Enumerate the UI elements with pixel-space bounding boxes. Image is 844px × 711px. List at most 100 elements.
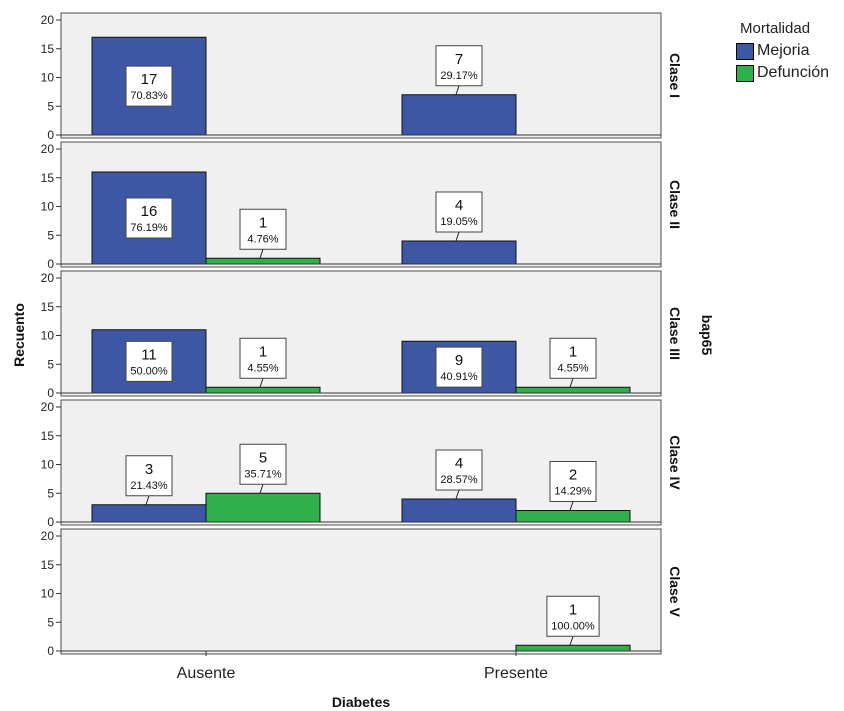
label-leader bbox=[455, 85, 460, 95]
data-label-count: 5 bbox=[259, 449, 267, 466]
data-label-count: 4 bbox=[455, 455, 463, 472]
y-tick-label: 20 bbox=[41, 529, 55, 543]
y-tick-label: 10 bbox=[41, 587, 55, 601]
panel-label: Clase III bbox=[667, 307, 683, 360]
panel-label: Clase IV bbox=[667, 435, 683, 490]
data-label-count: 9 bbox=[455, 352, 463, 369]
y-tick-label: 0 bbox=[47, 128, 54, 142]
data-label-percent: 50.00% bbox=[130, 365, 168, 377]
label-leader bbox=[569, 501, 574, 511]
y-tick-label: 20 bbox=[41, 271, 55, 285]
label-leader bbox=[259, 378, 264, 388]
data-label-count: 1 bbox=[259, 214, 267, 231]
label-leader bbox=[145, 495, 150, 505]
legend-label-mejoria: Mejoria bbox=[757, 42, 810, 59]
data-label-count: 17 bbox=[141, 71, 158, 88]
data-label-box bbox=[125, 197, 173, 239]
data-label-percent: 21.43% bbox=[130, 480, 168, 492]
data-label-count: 4 bbox=[455, 197, 463, 214]
y-tick-label: 20 bbox=[41, 13, 55, 27]
label-leader bbox=[569, 378, 574, 388]
legend-swatch-mejoria bbox=[736, 42, 754, 60]
bar bbox=[515, 510, 631, 523]
y-tick-label: 20 bbox=[41, 400, 55, 414]
y-tick-label: 5 bbox=[47, 99, 54, 113]
bar bbox=[515, 386, 631, 394]
y-tick-label: 5 bbox=[47, 486, 54, 500]
bar bbox=[401, 94, 517, 136]
data-label-percent: 14.29% bbox=[554, 486, 592, 498]
data-label-box bbox=[435, 346, 483, 388]
data-label-box bbox=[435, 45, 483, 87]
data-label-box bbox=[125, 340, 173, 382]
data-label-box bbox=[239, 337, 287, 379]
legend: Mortalidad Mejoria Defunción bbox=[736, 20, 842, 84]
label-leader bbox=[569, 636, 574, 646]
bar bbox=[515, 644, 631, 652]
data-label-box bbox=[549, 337, 597, 379]
data-label-count: 1 bbox=[259, 343, 267, 360]
legend-label-defuncion: Defunción bbox=[757, 64, 830, 81]
panel-label: Clase I bbox=[667, 53, 683, 98]
bar bbox=[401, 498, 517, 523]
data-label-percent: 4.55% bbox=[557, 362, 588, 374]
data-label-count: 1 bbox=[569, 343, 577, 360]
y-tick-label: 20 bbox=[41, 142, 55, 156]
y-tick-label: 0 bbox=[47, 257, 54, 271]
panel-label: Clase V bbox=[667, 566, 683, 617]
x-tick-label: Presente bbox=[484, 665, 548, 682]
x-axis-title: Diabetes bbox=[332, 694, 391, 710]
y-tick-label: 0 bbox=[47, 386, 54, 400]
label-leader bbox=[455, 489, 460, 500]
y-tick-label: 0 bbox=[47, 515, 54, 529]
data-label-percent: 35.71% bbox=[244, 468, 282, 480]
y-tick-label: 5 bbox=[47, 615, 54, 629]
y-tick-label: 5 bbox=[47, 357, 54, 371]
bar bbox=[205, 492, 321, 523]
row-variable-title: bap65 bbox=[699, 315, 715, 356]
label-leader bbox=[259, 249, 264, 259]
data-label-count: 11 bbox=[141, 346, 157, 363]
data-label-box bbox=[239, 443, 287, 485]
panel-label: Clase II bbox=[667, 180, 683, 229]
data-label-count: 1 bbox=[569, 601, 577, 618]
y-tick-label: 15 bbox=[41, 558, 55, 572]
data-label-percent: 4.55% bbox=[247, 362, 278, 374]
data-label-percent: 28.57% bbox=[440, 474, 478, 486]
bar bbox=[205, 386, 321, 394]
data-label-count: 16 bbox=[141, 203, 158, 220]
y-tick-label: 0 bbox=[47, 644, 54, 658]
data-label-box bbox=[546, 595, 600, 637]
data-label-count: 2 bbox=[569, 467, 577, 484]
x-tick-label: Ausente bbox=[177, 665, 236, 682]
data-label-percent: 76.19% bbox=[130, 222, 168, 234]
y-tick-label: 15 bbox=[41, 429, 55, 443]
data-label-percent: 40.91% bbox=[440, 371, 478, 383]
label-leader bbox=[455, 231, 460, 242]
y-tick-label: 15 bbox=[41, 42, 55, 56]
y-tick-label: 15 bbox=[41, 171, 55, 185]
legend-swatch-defuncion bbox=[736, 64, 754, 82]
bar bbox=[205, 257, 321, 265]
y-tick-label: 10 bbox=[41, 71, 55, 85]
data-label-box bbox=[549, 461, 597, 502]
legend-title: Mortalidad bbox=[740, 20, 811, 37]
data-label-box bbox=[435, 449, 483, 491]
data-label-box bbox=[239, 208, 287, 250]
bar bbox=[91, 504, 207, 523]
data-label-box bbox=[435, 191, 483, 233]
y-tick-label: 10 bbox=[41, 458, 55, 472]
data-label-box bbox=[125, 455, 173, 497]
bar bbox=[401, 240, 517, 265]
data-label-percent: 100.00% bbox=[551, 620, 595, 632]
legend-item-mejoria: Mejoria bbox=[736, 40, 842, 62]
data-label-percent: 70.83% bbox=[130, 90, 168, 102]
data-label-percent: 19.05% bbox=[440, 216, 478, 228]
data-label-count: 3 bbox=[145, 461, 153, 478]
y-tick-label: 10 bbox=[41, 329, 55, 343]
y-tick-label: 15 bbox=[41, 300, 55, 314]
y-tick-label: 10 bbox=[41, 200, 55, 214]
data-label-percent: 29.17% bbox=[440, 70, 478, 82]
data-label-box bbox=[125, 65, 173, 107]
